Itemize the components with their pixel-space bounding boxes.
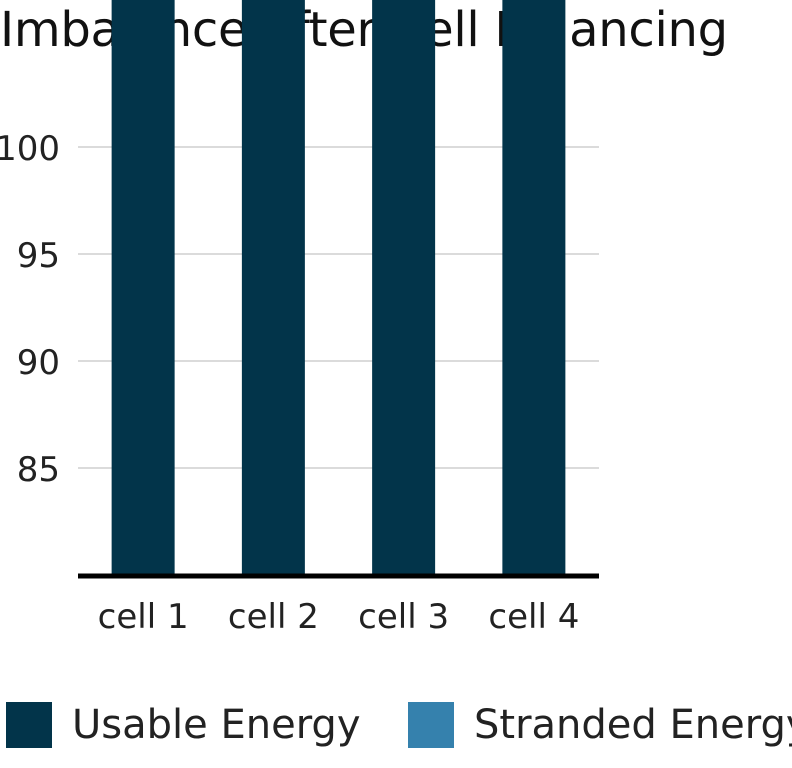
x-axis-tick-labels: cell 1 cell 2 cell 3 cell 4 (98, 597, 580, 637)
legend-item-stranded-energy: Stranded Energy (408, 700, 792, 750)
bar-usable-energy-cell-3 (372, 0, 436, 575)
y-tick-label-90: 90 (17, 343, 60, 383)
legend: Usable Energy Stranded Energy (0, 700, 792, 760)
bar-usable-energy-cell-4 (502, 0, 566, 576)
legend-label-stranded-energy: Stranded Energy (474, 702, 792, 748)
x-tick-label-cell-1: cell 1 (98, 597, 189, 637)
y-tick-label-85: 85 (17, 450, 60, 490)
legend-item-usable-energy: Usable Energy (6, 700, 361, 750)
bars (111, 0, 566, 576)
bar-chart: 85 90 95 100 cell 1 cell 2 cell 3 cell 4 (0, 0, 599, 637)
x-tick-label-cell-3: cell 3 (358, 597, 449, 637)
y-axis-tick-labels: 85 90 95 100 (0, 129, 60, 490)
bar-usable-energy-cell-2 (241, 0, 305, 575)
legend-swatch-stranded-energy (408, 702, 454, 748)
legend-swatch-usable-energy (6, 702, 52, 748)
y-tick-label-100: 100 (0, 129, 60, 169)
y-tick-label-95: 95 (17, 236, 60, 276)
bar-usable-energy-cell-1 (111, 0, 175, 576)
x-tick-label-cell-2: cell 2 (228, 597, 319, 637)
legend-label-usable-energy: Usable Energy (72, 702, 361, 748)
x-tick-label-cell-4: cell 4 (488, 597, 579, 637)
